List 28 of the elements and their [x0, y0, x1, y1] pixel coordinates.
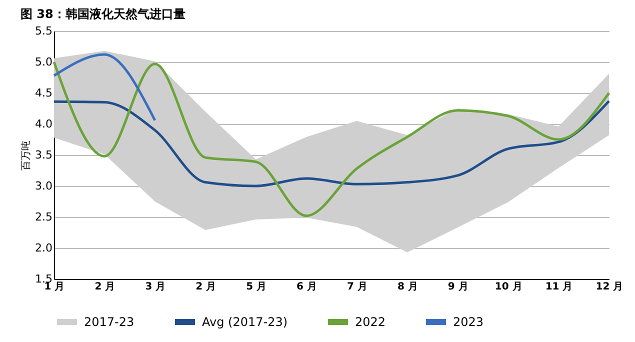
y-tick-label: 5.0 — [35, 56, 52, 68]
x-tick-label: 11 月 — [545, 282, 573, 292]
y-tick-label: 5.5 — [35, 24, 52, 38]
line-series — [52, 60, 610, 218]
legend-label: Avg (2017-23) — [202, 315, 288, 329]
y-tick-label: 3.5 — [35, 148, 52, 162]
x-tick-label: 2 月 — [196, 282, 216, 292]
y-tick-label: 4.0 — [35, 118, 52, 130]
x-tick-label: 9 月 — [448, 282, 468, 292]
y-tick-label: 3.0 — [35, 180, 52, 192]
line-series — [52, 100, 610, 188]
legend-label: 2023 — [453, 315, 484, 329]
x-tick-label: 6 月 — [296, 282, 317, 292]
x-tick-label: 2 月 — [94, 282, 116, 292]
x-tick-label: 8 月 — [397, 282, 418, 292]
y-tick-label: 2.0 — [35, 242, 52, 254]
x-tick-label: 3 月 — [145, 282, 166, 292]
x-tick-label: 12 月 — [596, 282, 624, 292]
legend-label: 2017-23 — [84, 315, 134, 329]
y-tick-label: 4.5 — [35, 86, 52, 100]
x-tick-label: 7 月 — [347, 282, 368, 292]
y-tick-label: 2.5 — [35, 210, 52, 224]
y-axis-title: 百万吨 — [20, 140, 32, 170]
legend-label: 2022 — [355, 315, 386, 329]
x-tick-label: 1 月 — [44, 282, 65, 292]
x-tick-label: 5 月 — [246, 282, 267, 292]
x-tick-label: 10 月 — [494, 282, 522, 292]
chart-title: 图 38：韩国液化天然气进口量 — [20, 7, 186, 21]
